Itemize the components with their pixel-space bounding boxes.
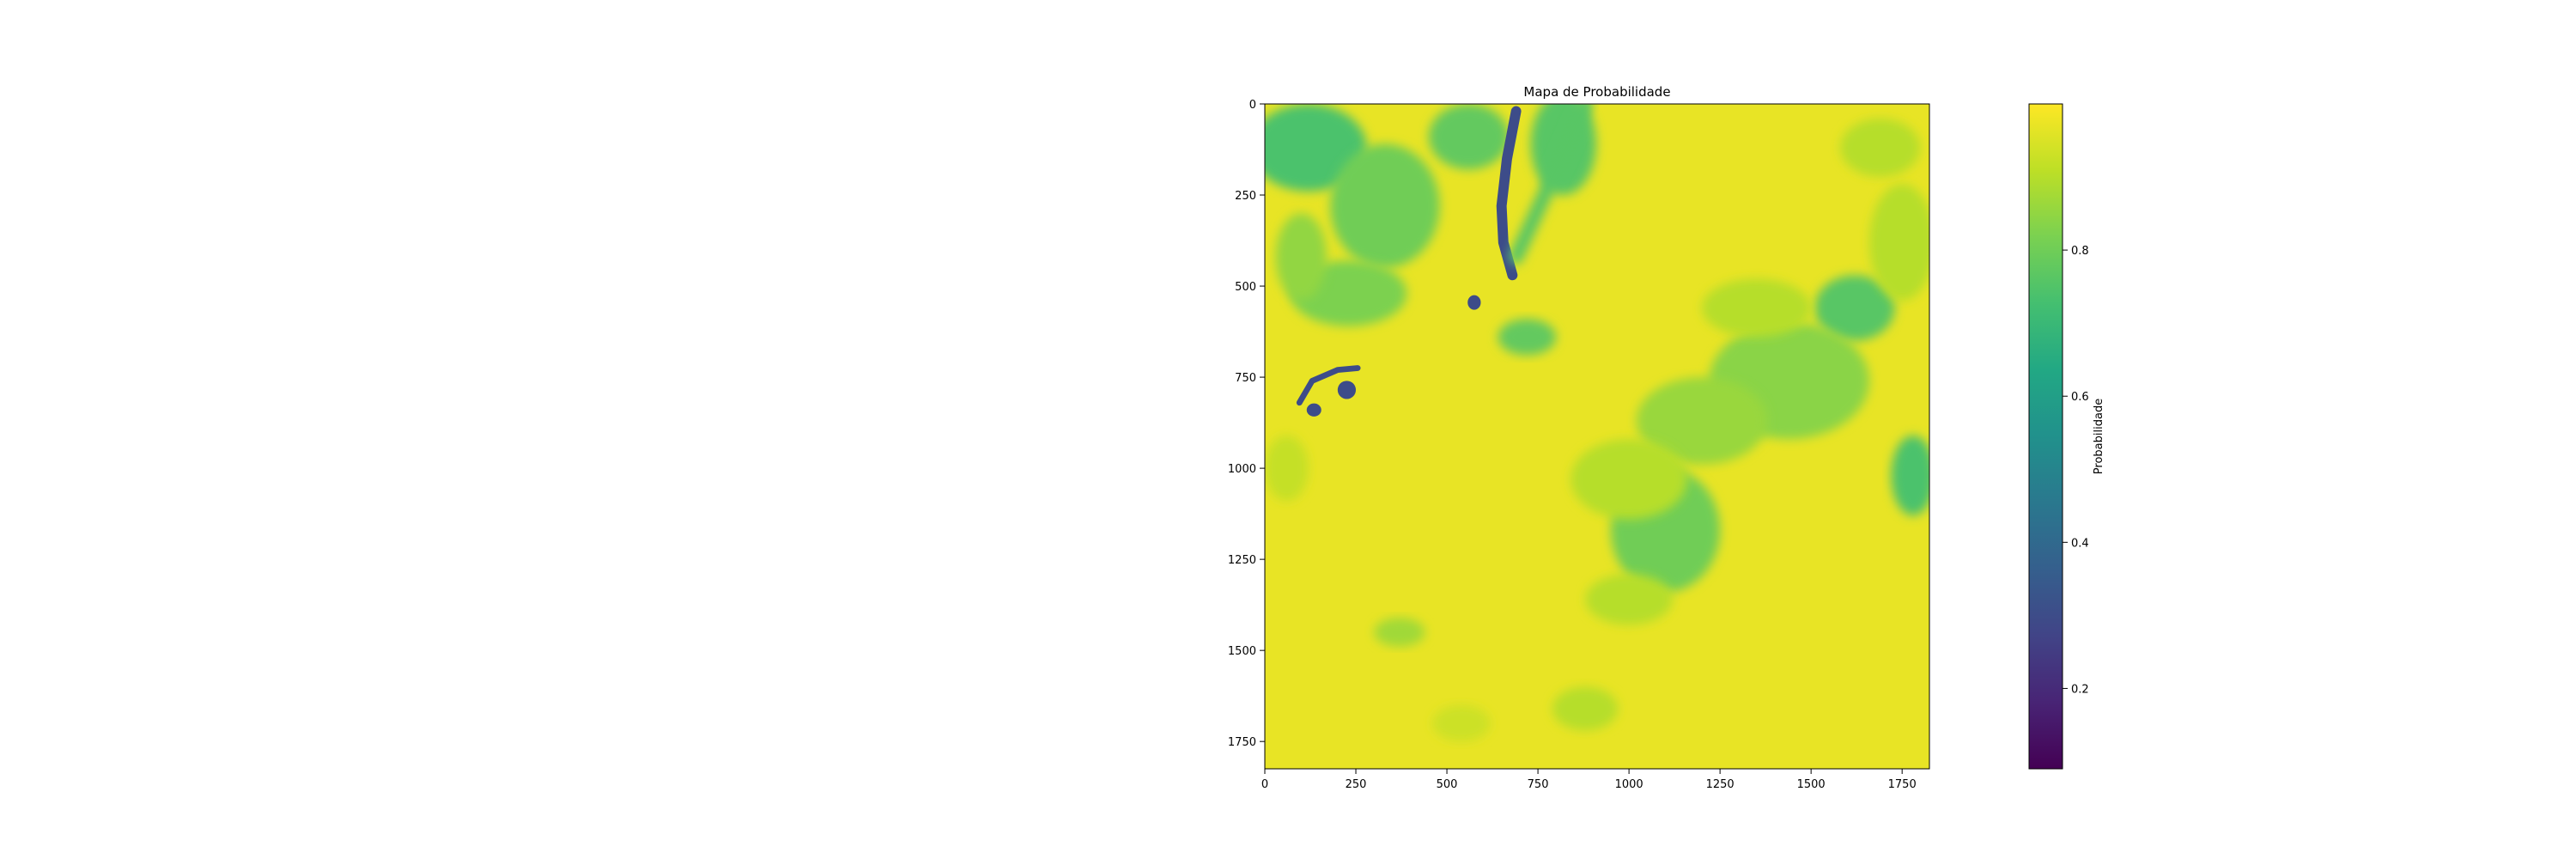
colorbar-tick-label: 0.6: [2071, 391, 2089, 404]
y-axis: 0 250 500 750 1000 1250 1500 1750: [1228, 99, 1265, 749]
heatmap-region-14: [1374, 617, 1425, 647]
heatmap-region-19: [1840, 118, 1921, 177]
y-tick-label: 750: [1235, 372, 1256, 385]
colorbar: 0.2 0.4 0.6 0.8 Probabilidade: [2028, 103, 2105, 770]
x-tick-label: 1500: [1797, 778, 1826, 791]
x-tick-label: 0: [1261, 778, 1268, 791]
heatmap-regions: [1265, 104, 1929, 742]
y-tick-label: 0: [1249, 99, 1256, 112]
heatmap-plot: [1265, 104, 1929, 769]
heatmap-region-1: [1330, 143, 1440, 268]
heatmap-region-23: [1467, 295, 1481, 310]
heatmap-region-7: [1869, 184, 1929, 301]
heatmap-region-16: [1432, 704, 1491, 742]
heatmap-region-17: [1265, 435, 1309, 502]
x-tick-label: 1000: [1615, 778, 1643, 791]
chart-title: Mapa de Probabilidade: [1523, 84, 1670, 100]
y-tick-label: 500: [1235, 281, 1256, 294]
x-tick-label: 250: [1346, 778, 1367, 791]
heatmap-region-21: [1496, 106, 1522, 281]
heatmap-region-12: [1891, 435, 1929, 516]
y-tick-label: 1000: [1228, 463, 1256, 476]
colorbar-tick-label: 0.4: [2071, 537, 2089, 550]
heatmap-region-20: [1498, 319, 1557, 356]
heatmap-region-15: [1552, 686, 1619, 731]
heatmap-region-9: [1636, 377, 1768, 465]
plot-frame: [1264, 103, 1930, 770]
x-tick-label: 1250: [1706, 778, 1735, 791]
colorbar-label: Probabilidade: [2093, 399, 2105, 474]
colorbar-ticks: 0.2 0.4 0.6 0.8: [2063, 245, 2089, 696]
y-tick-label: 250: [1235, 190, 1256, 203]
y-tick-label: 1250: [1228, 554, 1256, 567]
heatmap-region-25: [1306, 403, 1321, 417]
heatmap-region-6: [1814, 275, 1895, 341]
x-tick-label: 750: [1528, 778, 1549, 791]
heatmap-region-11: [1571, 439, 1687, 520]
heatmap-region-26: [1509, 104, 1593, 265]
colorbar-gradient: [2028, 103, 2063, 770]
x-tick-label: 500: [1437, 778, 1458, 791]
x-tick-label: 1750: [1888, 778, 1917, 791]
heatmap-region-18: [1701, 278, 1812, 338]
heatmap-region-13: [1585, 574, 1674, 625]
y-tick-label: 1500: [1228, 645, 1256, 658]
heatmap-region-24: [1337, 381, 1357, 399]
y-tick-label: 1750: [1228, 736, 1256, 749]
colorbar-tick-label: 0.8: [2071, 245, 2089, 258]
heatmap-region-22: [1296, 365, 1361, 406]
x-axis: 0 250 500 750 1000 1250 1500 1750: [1261, 769, 1917, 791]
heatmap-region-2: [1428, 104, 1510, 170]
heatmap-region-4: [1275, 213, 1327, 302]
colorbar-tick-label: 0.2: [2071, 683, 2089, 696]
